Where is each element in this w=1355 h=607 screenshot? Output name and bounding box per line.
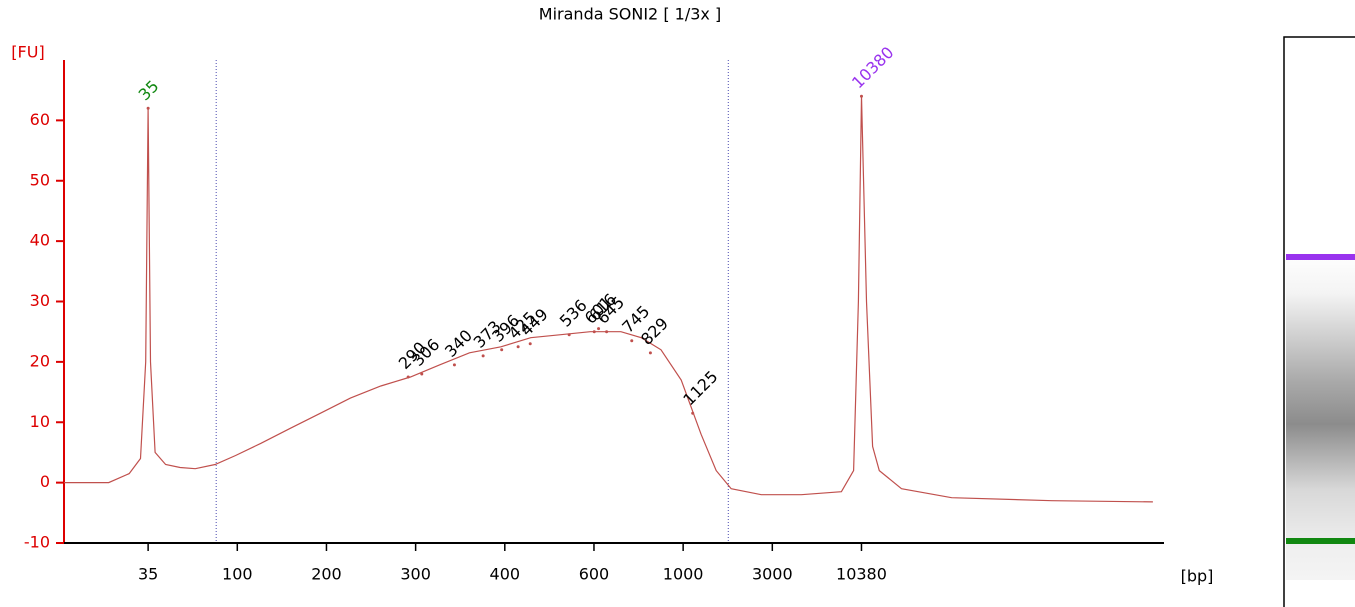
y-tick-label: 20 [30, 351, 50, 370]
peak [691, 411, 695, 415]
y-tick-label: 40 [30, 231, 50, 250]
x-tick-label: 400 [490, 565, 521, 584]
peak-label: 35 [135, 76, 163, 104]
peak [567, 333, 571, 337]
x-tick-label: 300 [400, 565, 431, 584]
y-tick-label: 30 [30, 291, 50, 310]
gel-upper-marker [1286, 254, 1355, 260]
peak [630, 339, 634, 343]
gel-lower-marker [1286, 538, 1355, 544]
peak [605, 330, 609, 334]
x-tick-label: 35 [138, 565, 158, 584]
trace [64, 96, 1153, 503]
peak [648, 351, 652, 355]
y-tick-label: 50 [30, 170, 50, 189]
y-tick-label: 60 [30, 110, 50, 129]
peak-label: 10380 [848, 43, 897, 92]
y-tick-label: 10 [30, 412, 50, 431]
x-tick-label: 600 [579, 565, 610, 584]
gel-smear [1286, 170, 1355, 580]
peak [146, 106, 150, 110]
peak [592, 330, 596, 334]
y-tick-label: -10 [24, 533, 50, 552]
gel-lane [1283, 36, 1355, 607]
peak [516, 345, 520, 349]
peak [859, 94, 863, 98]
x-tick-label: 200 [311, 565, 342, 584]
x-tick-label: 10380 [836, 565, 887, 584]
peak [528, 342, 532, 346]
peak [500, 348, 504, 352]
y-axis-title: [FU] [11, 43, 44, 62]
chart-title: Miranda SONI2 [ 1/3x ] [539, 5, 721, 24]
peak [406, 375, 410, 379]
peak-label: 1125 [679, 367, 721, 409]
x-tick-label: 3000 [752, 565, 793, 584]
x-tick-label: 1000 [663, 565, 704, 584]
peak [420, 372, 424, 376]
x-axis-title: [bp] [1181, 567, 1214, 586]
peak [597, 327, 601, 331]
y-tick-label: 0 [40, 472, 50, 491]
peak-label: 340 [441, 326, 476, 361]
peak [481, 354, 485, 358]
x-tick-label: 100 [222, 565, 253, 584]
peak [452, 363, 456, 367]
